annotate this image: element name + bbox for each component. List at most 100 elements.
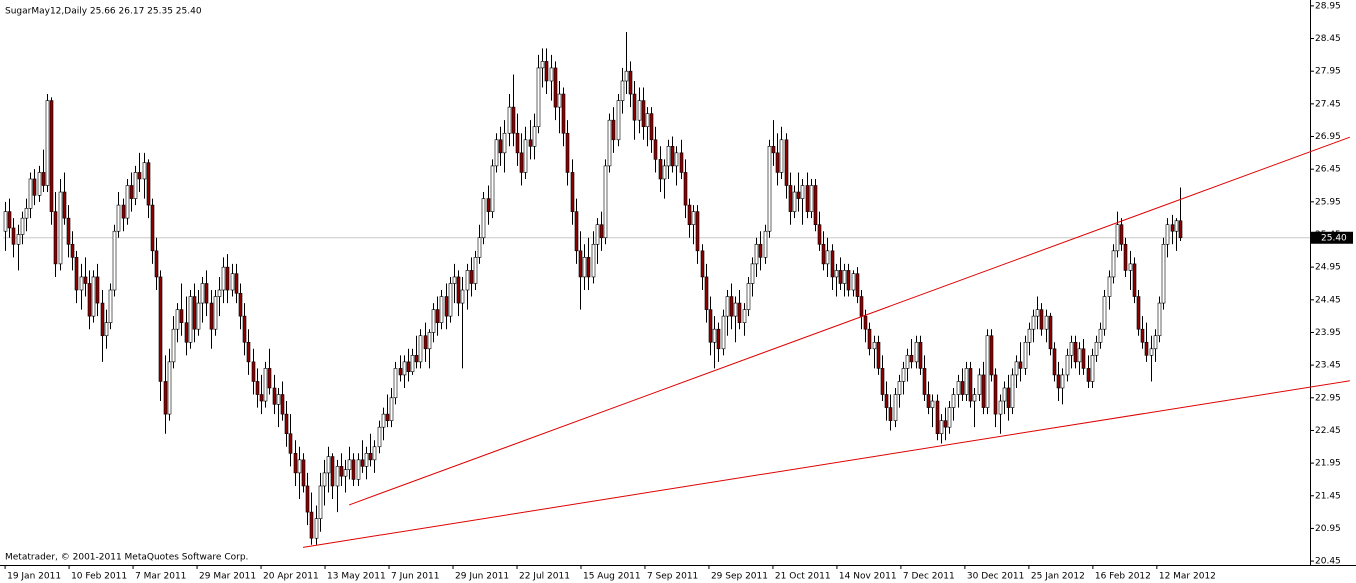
- candle-body: [326, 456, 331, 474]
- candle-body: [607, 119, 612, 167]
- candle-body: [842, 270, 847, 284]
- candle-body: [1111, 250, 1116, 278]
- candle-body: [637, 100, 642, 121]
- candle-body: [725, 296, 730, 317]
- candle-body: [53, 211, 58, 265]
- footer: Metatrader, © 2001-2011 MetaQuotes Softw…: [5, 553, 248, 563]
- candle-body: [754, 243, 759, 265]
- candle-body: [356, 459, 361, 480]
- candle-body: [398, 368, 403, 376]
- candle-body: [624, 70, 629, 82]
- candle-body: [901, 368, 906, 382]
- candle-body: [700, 250, 705, 278]
- candle-body: [146, 162, 151, 206]
- candle-body: [821, 243, 826, 265]
- candle-body: [763, 230, 768, 258]
- candle-body: [372, 446, 377, 461]
- candle-body: [1006, 387, 1011, 408]
- candle-body: [880, 368, 885, 395]
- candle-body: [586, 257, 591, 278]
- candle-body: [221, 266, 226, 291]
- x-tick-label: 21 Oct 2011: [775, 572, 831, 582]
- candle-body: [486, 198, 491, 212]
- candle-body: [192, 296, 197, 330]
- candle-body: [389, 397, 394, 421]
- candle-body: [116, 204, 121, 232]
- candle-body: [666, 146, 671, 167]
- candle-body: [817, 224, 822, 245]
- candle-body: [16, 234, 21, 245]
- x-tick-label: 16 Feb 2012: [1095, 572, 1151, 582]
- x-tick-label: 7 Dec 2011: [903, 572, 955, 582]
- y-tick-label: 28.45: [1315, 34, 1341, 44]
- candle-body: [893, 394, 898, 421]
- candle-body: [805, 185, 810, 212]
- candle-body: [788, 185, 793, 212]
- candle-body: [930, 400, 935, 408]
- candle-body: [242, 315, 247, 343]
- x-tick-label: 10 Feb 2011: [71, 572, 127, 582]
- candle-body: [339, 466, 344, 477]
- candle-body: [318, 485, 323, 519]
- candle-body: [188, 296, 193, 343]
- candle-body: [855, 273, 860, 297]
- candle-body: [549, 67, 554, 82]
- candle-body: [1123, 243, 1128, 271]
- candle-body: [737, 302, 742, 323]
- candle-body: [620, 80, 625, 101]
- candle-body: [452, 276, 457, 284]
- candle-body: [49, 100, 54, 212]
- candle-body: [427, 332, 432, 350]
- candle-body: [767, 146, 772, 232]
- candle-body: [507, 106, 512, 134]
- candle-body: [314, 518, 319, 539]
- candle-body: [653, 139, 658, 160]
- x-tick-label: 29 Mar 2011: [199, 572, 256, 582]
- y-tick-label: 25.95: [1315, 197, 1341, 207]
- candle-body: [779, 139, 784, 173]
- candle-body: [1073, 341, 1078, 363]
- price-box-label: 25.40: [1321, 233, 1347, 243]
- y-tick-label: 27.95: [1315, 67, 1341, 77]
- candle-body: [184, 322, 189, 343]
- candle-body: [662, 165, 667, 180]
- candle-body: [528, 139, 533, 147]
- candle-body: [632, 93, 637, 121]
- y-tick-label: 21.95: [1315, 459, 1341, 469]
- candle-body: [121, 204, 126, 219]
- candle-body: [272, 387, 277, 405]
- candle-body: [712, 328, 717, 343]
- candle-body: [985, 335, 990, 408]
- candle-body: [897, 381, 902, 395]
- candle-body: [234, 273, 239, 294]
- candle-body: [1178, 220, 1183, 239]
- candle-body: [58, 191, 63, 265]
- candle-body: [1060, 374, 1065, 389]
- candle-body: [402, 361, 407, 376]
- candle-body: [209, 302, 214, 330]
- candle-body: [872, 341, 877, 350]
- candle-body: [972, 394, 977, 402]
- candle-body: [742, 309, 747, 323]
- candle-body: [599, 224, 604, 239]
- candle-body: [288, 433, 293, 454]
- candle-body: [721, 315, 726, 350]
- candle-body: [746, 283, 751, 310]
- candle-body: [330, 456, 335, 487]
- candle-body: [1149, 348, 1154, 356]
- candle-body: [225, 266, 230, 291]
- candle-body: [204, 283, 209, 304]
- candle-body: [1044, 315, 1049, 330]
- candle-body: [11, 227, 16, 245]
- candle-body: [1018, 361, 1023, 369]
- y-tick-label: 26.45: [1315, 165, 1341, 175]
- candle-body: [377, 426, 382, 448]
- trendline: [302, 380, 1350, 548]
- candle-body: [830, 250, 835, 278]
- candle-body: [939, 420, 944, 435]
- candle-body: [716, 328, 721, 350]
- candle-body: [435, 309, 440, 323]
- candle-body: [7, 211, 12, 229]
